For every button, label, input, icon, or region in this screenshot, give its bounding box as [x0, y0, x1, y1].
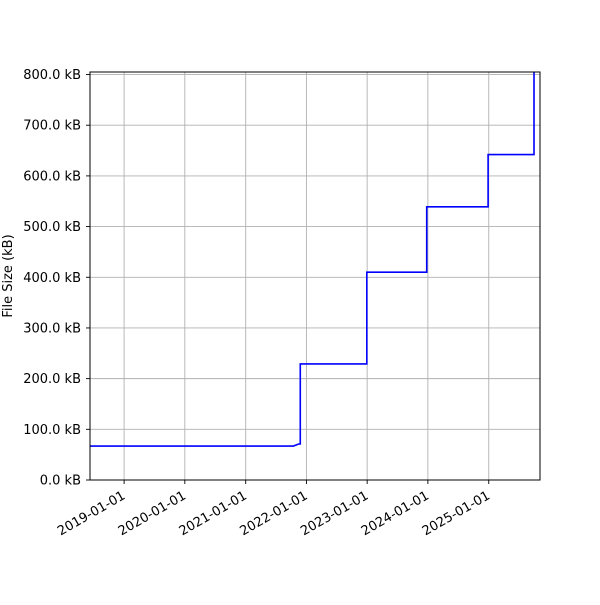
y-tick-label: 800.0 kB — [23, 68, 81, 83]
y-tick-label: 600.0 kB — [23, 169, 81, 184]
y-tick-label: 300.0 kB — [23, 321, 81, 336]
x-tick-label: 2022-01-01 — [237, 488, 310, 539]
x-tick-label: 2023-01-01 — [298, 488, 371, 539]
y-tick-label: 700.0 kB — [23, 119, 81, 134]
series-layer — [90, 72, 535, 447]
x-tick-label: 2025-01-01 — [420, 488, 493, 539]
x-tick-label: 2019-01-01 — [55, 488, 128, 539]
y-tick-label: 100.0 kB — [23, 423, 81, 438]
plot-frame — [89, 71, 541, 481]
y-tick-label: 500.0 kB — [23, 220, 81, 235]
x-tick-label: 2020-01-01 — [116, 488, 189, 539]
series-line — [90, 72, 535, 447]
y-tick-label: 400.0 kB — [23, 271, 81, 286]
grid-lines — [90, 72, 540, 481]
y-axis-label: File Size (kB) — [1, 234, 16, 317]
y-tick-label: 200.0 kB — [23, 372, 81, 387]
x-tick-label: 2024-01-01 — [359, 488, 432, 539]
axis-ticks — [86, 74, 490, 484]
axis-labels: File Size (kB) 0.0 kB 100.0 kB 200.0 kB 300… — [1, 68, 493, 539]
y-tick-label: 0.0 kB — [40, 474, 81, 489]
x-tick-label: 2021-01-01 — [177, 488, 250, 539]
